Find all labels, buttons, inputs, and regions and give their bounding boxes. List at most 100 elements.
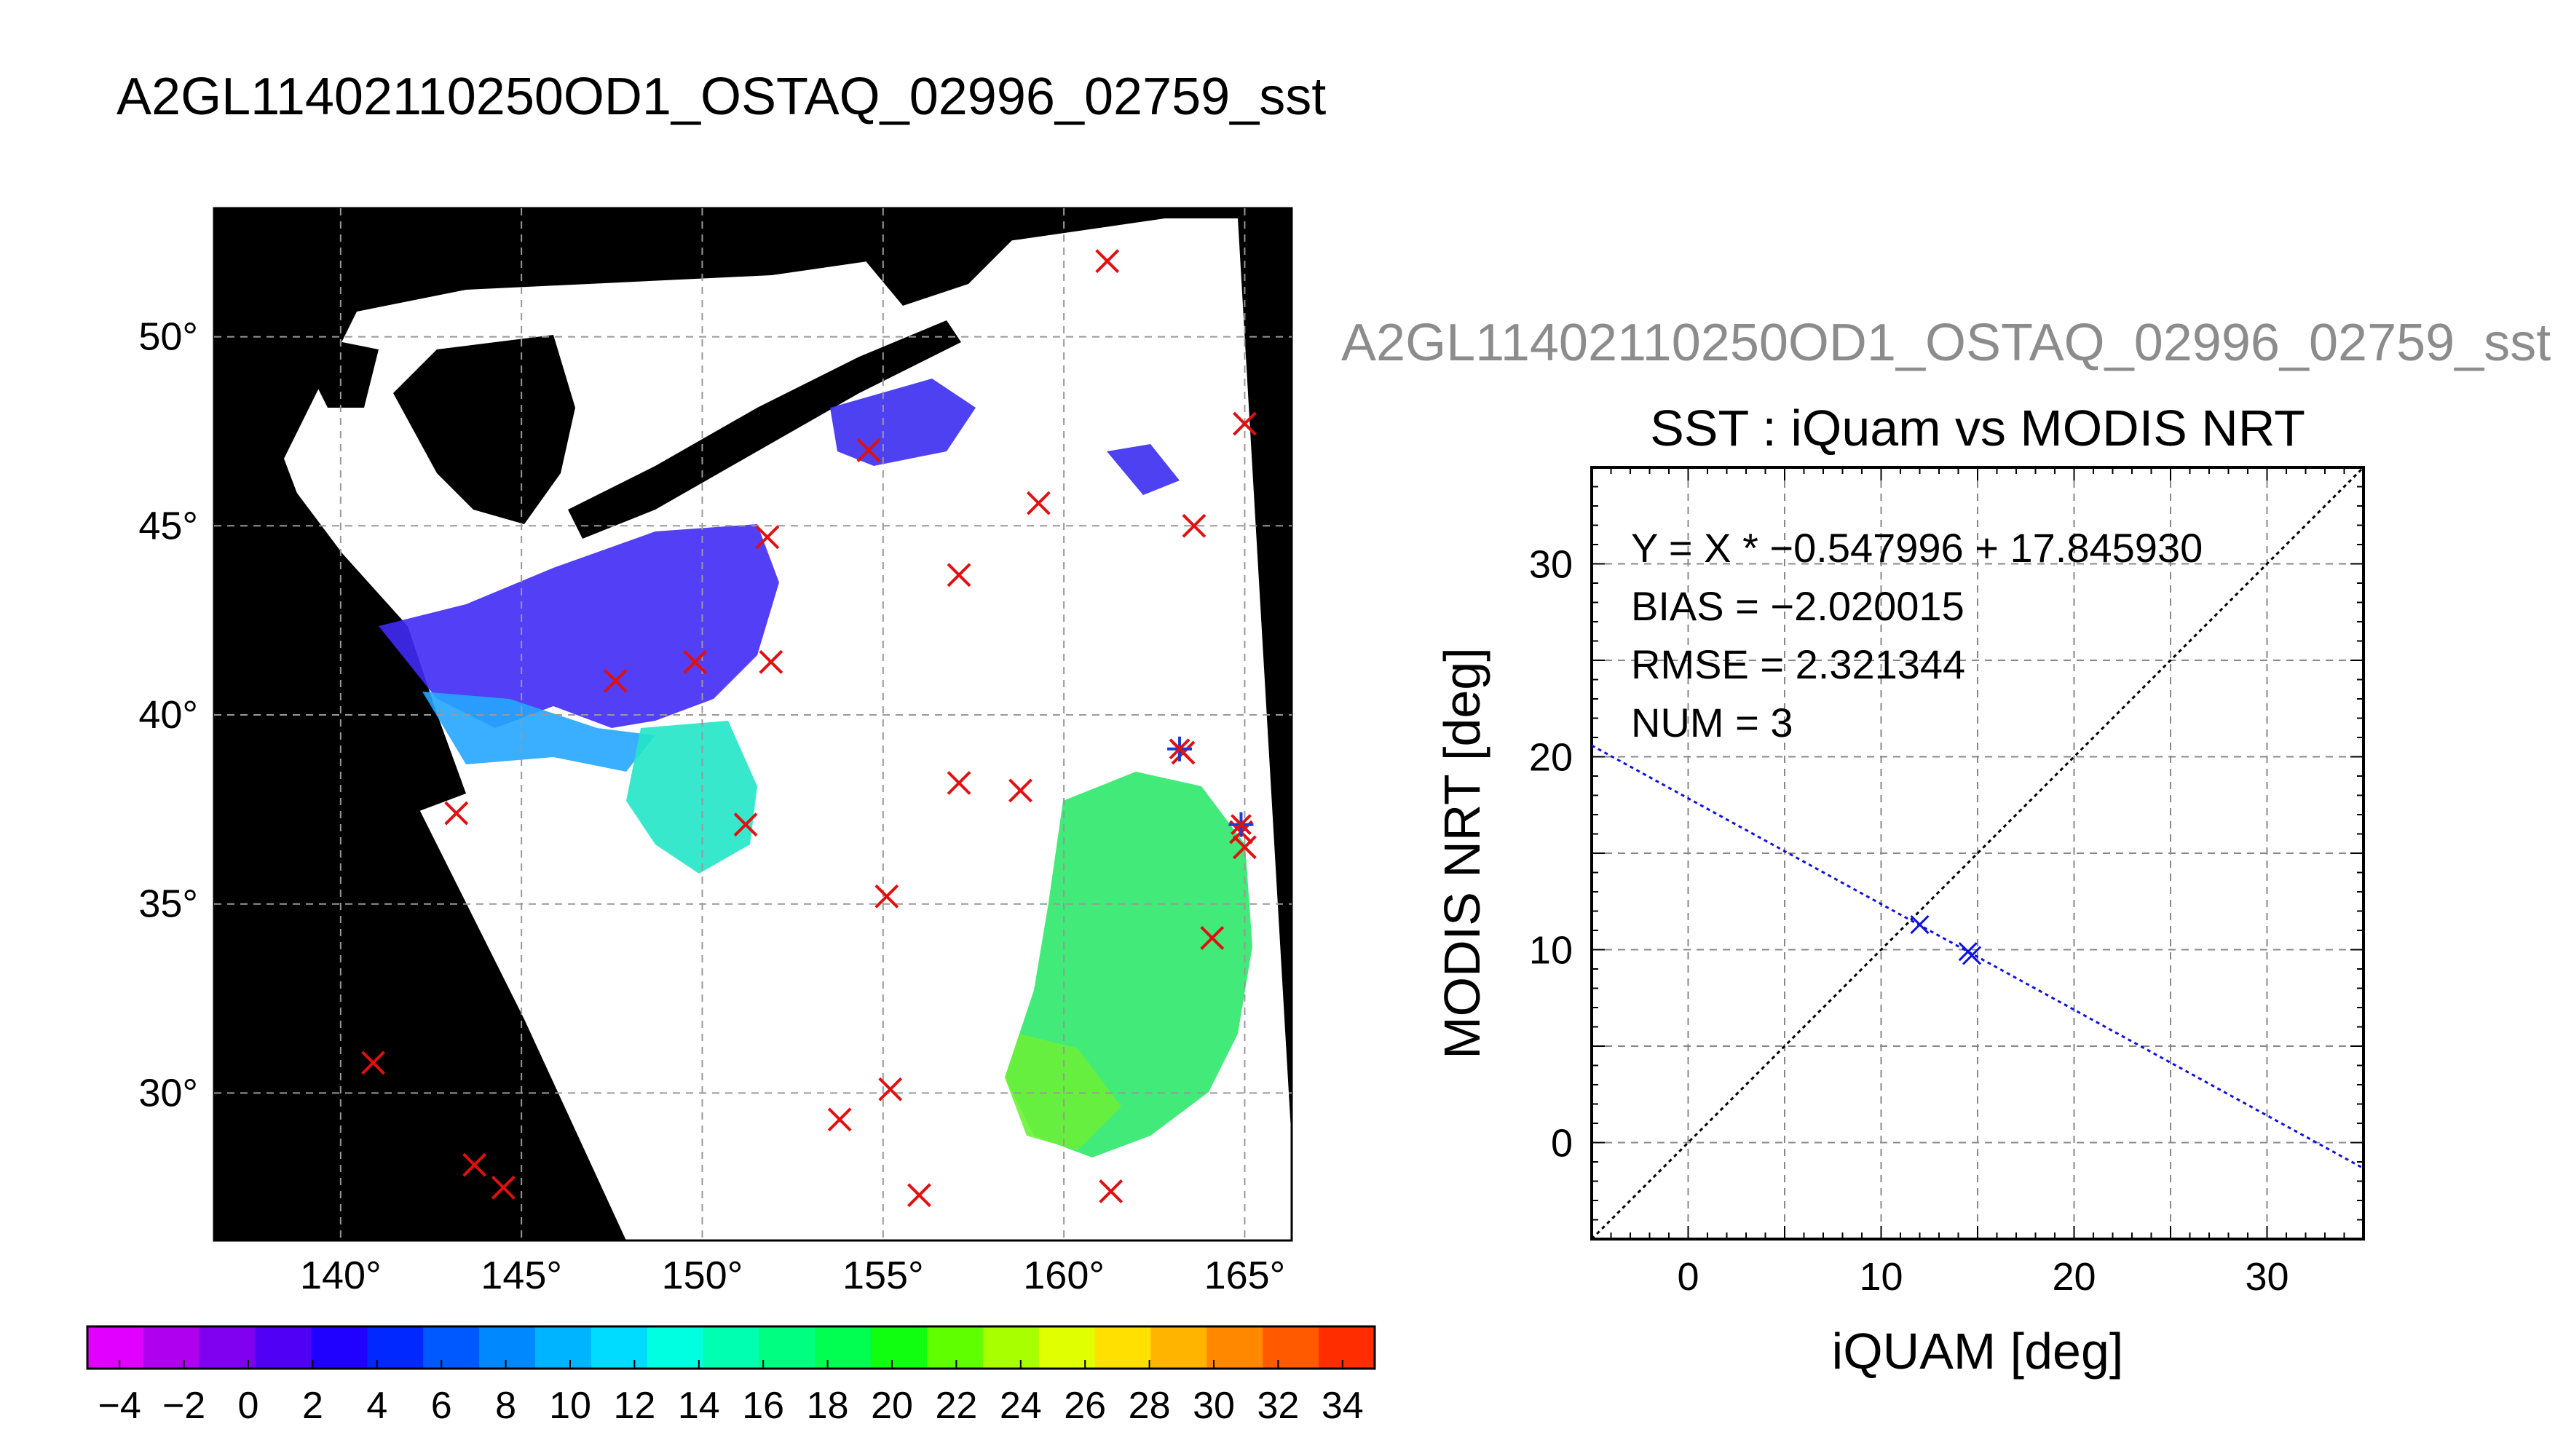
colorbar-tick-label: 28 [1129, 1385, 1171, 1427]
map-lat-tick-label: 45° [138, 504, 198, 547]
obs-marker [361, 1051, 385, 1075]
matchup-marker-cross-stroke-b [1169, 738, 1190, 760]
sst-patch-north [830, 379, 976, 466]
colorbar-tick-label: 2 [302, 1385, 323, 1427]
map-lat-tick-label: 35° [138, 882, 198, 926]
obs-marker [603, 668, 628, 693]
obs-marker [1095, 249, 1120, 274]
obs-marker [733, 812, 758, 837]
map-lon-tick-label: 160° [1023, 1254, 1105, 1297]
obs-marker [1099, 1179, 1124, 1203]
obs-marker [1233, 835, 1257, 860]
colorbar-segment [1150, 1326, 1208, 1369]
obs-marker-stroke-b [1008, 778, 1032, 803]
obs-marker [947, 563, 971, 587]
obs-marker-stroke-b [1099, 1179, 1124, 1203]
map-lat-tick-label: 30° [138, 1071, 198, 1115]
colorbar-segment [143, 1326, 200, 1369]
scatter-stats-line: NUM = 3 [1631, 700, 1793, 745]
obs-marker [874, 884, 899, 909]
colorbar-segment [927, 1326, 984, 1369]
colorbar-frame [86, 1325, 1376, 1370]
obs-marker-stroke-b [462, 1152, 486, 1177]
obs-marker [827, 1107, 852, 1132]
colorbar-tick-label: 0 [238, 1385, 259, 1427]
obs-marker [462, 1152, 486, 1177]
obs-marker-stroke-b [444, 801, 469, 826]
scatter-stats-line: BIAS = −2.020015 [1631, 583, 1964, 629]
colorbar-tick-label: 4 [366, 1385, 387, 1427]
scatter-stats: Y = X * −0.547996 + 17.845930 BIAS = −2.0… [1631, 525, 2203, 745]
sst-patch-mid [422, 692, 655, 772]
map-markers [361, 249, 1257, 1208]
scatter-y-tick-label: 20 [1529, 736, 1573, 780]
colorbar-tick-label: 26 [1064, 1385, 1106, 1427]
scatter-stats-line: Y = X * −0.547996 + 17.845930 [1631, 525, 2203, 571]
scatter-point [1962, 946, 1982, 965]
matchup-marker-cross [1169, 738, 1190, 760]
colorbar-tick-label: 18 [807, 1385, 849, 1427]
obs-marker-stroke-b [874, 884, 899, 909]
obs-marker-stroke-b [1026, 491, 1051, 515]
colorbar-tick-label: −4 [98, 1385, 141, 1427]
obs-marker-stroke-b [755, 525, 780, 550]
sst-patch-teal [626, 721, 757, 874]
obs-marker [1233, 411, 1257, 436]
scatter-points [1910, 914, 1982, 965]
colorbar-tick-label: 34 [1322, 1385, 1364, 1427]
colorbar-tick-label: 14 [678, 1385, 720, 1427]
colorbar-segment [534, 1326, 592, 1369]
colorbar-tick-label: 8 [495, 1385, 516, 1427]
scatter-y-tick-label: 30 [1529, 543, 1573, 587]
obs-marker-stroke-b [1182, 513, 1207, 538]
scatter-tick-labels: 0 10 20 30 0 10 20 30 [1529, 543, 2289, 1299]
colorbar-segment [87, 1326, 144, 1369]
colorbar-tick-label: 24 [1000, 1385, 1042, 1427]
obs-marker-stroke-b [878, 1077, 903, 1101]
map-tick-labels: 140° 145° 150° 155° 160° 165° 30° 35° 40° 45° 50° [138, 315, 1285, 1297]
map-lon-tick-label: 145° [481, 1254, 562, 1297]
land-hokkaido [393, 335, 575, 524]
obs-marker-stroke-b [603, 668, 628, 693]
colorbar-tick-label: 6 [431, 1385, 452, 1427]
colorbar-segment [871, 1326, 928, 1369]
scatter-x-tick-label: 20 [2052, 1255, 2096, 1299]
scatter-title: SST : iQuam vs MODIS NRT [1650, 400, 2305, 456]
land-kamchatka [859, 218, 1034, 306]
scatter-point [1910, 914, 1930, 935]
matchup-marker-cross [1231, 814, 1252, 836]
colorbar-segment [982, 1326, 1040, 1369]
scatter-point-stroke-b [1962, 946, 1982, 965]
scatter-y-tick-label: 0 [1551, 1122, 1573, 1166]
sst-patch-cold [379, 524, 779, 728]
colorbar-segment [1207, 1326, 1264, 1369]
colorbar-segment [703, 1326, 760, 1369]
colorbar-segment [1094, 1326, 1152, 1369]
map-frame [213, 207, 1293, 1242]
matchup-marker [1228, 812, 1254, 837]
scatter-xlabel: iQUAM [deg] [1832, 1323, 2124, 1380]
obs-marker-stroke-b [491, 1175, 516, 1200]
scatter-stats-line: RMSE = 2.321344 [1631, 641, 1965, 687]
colorbar-segment [815, 1326, 872, 1369]
obs-marker [878, 1077, 903, 1101]
colorbar-tick-label: 12 [613, 1385, 655, 1427]
colorbar-segment [311, 1326, 368, 1369]
obs-marker [856, 438, 881, 462]
map-lon-tick-label: 150° [662, 1254, 743, 1297]
obs-marker-stroke-b [683, 649, 707, 674]
colorbar-tick-label: 10 [549, 1385, 591, 1427]
obs-marker [491, 1175, 516, 1200]
colorbar-tick-label: 16 [742, 1385, 784, 1427]
obs-marker-stroke-b [361, 1051, 385, 1075]
obs-marker-stroke-b [827, 1107, 852, 1132]
obs-marker [683, 649, 707, 674]
fit-line [1592, 744, 2364, 1170]
colorbar-segment [1263, 1326, 1320, 1369]
colorbar-tick-label: 20 [871, 1385, 913, 1427]
obs-marker-stroke-b [759, 649, 783, 674]
scatter-x-tick-label: 0 [1677, 1255, 1699, 1299]
colorbar-segment [591, 1326, 648, 1369]
